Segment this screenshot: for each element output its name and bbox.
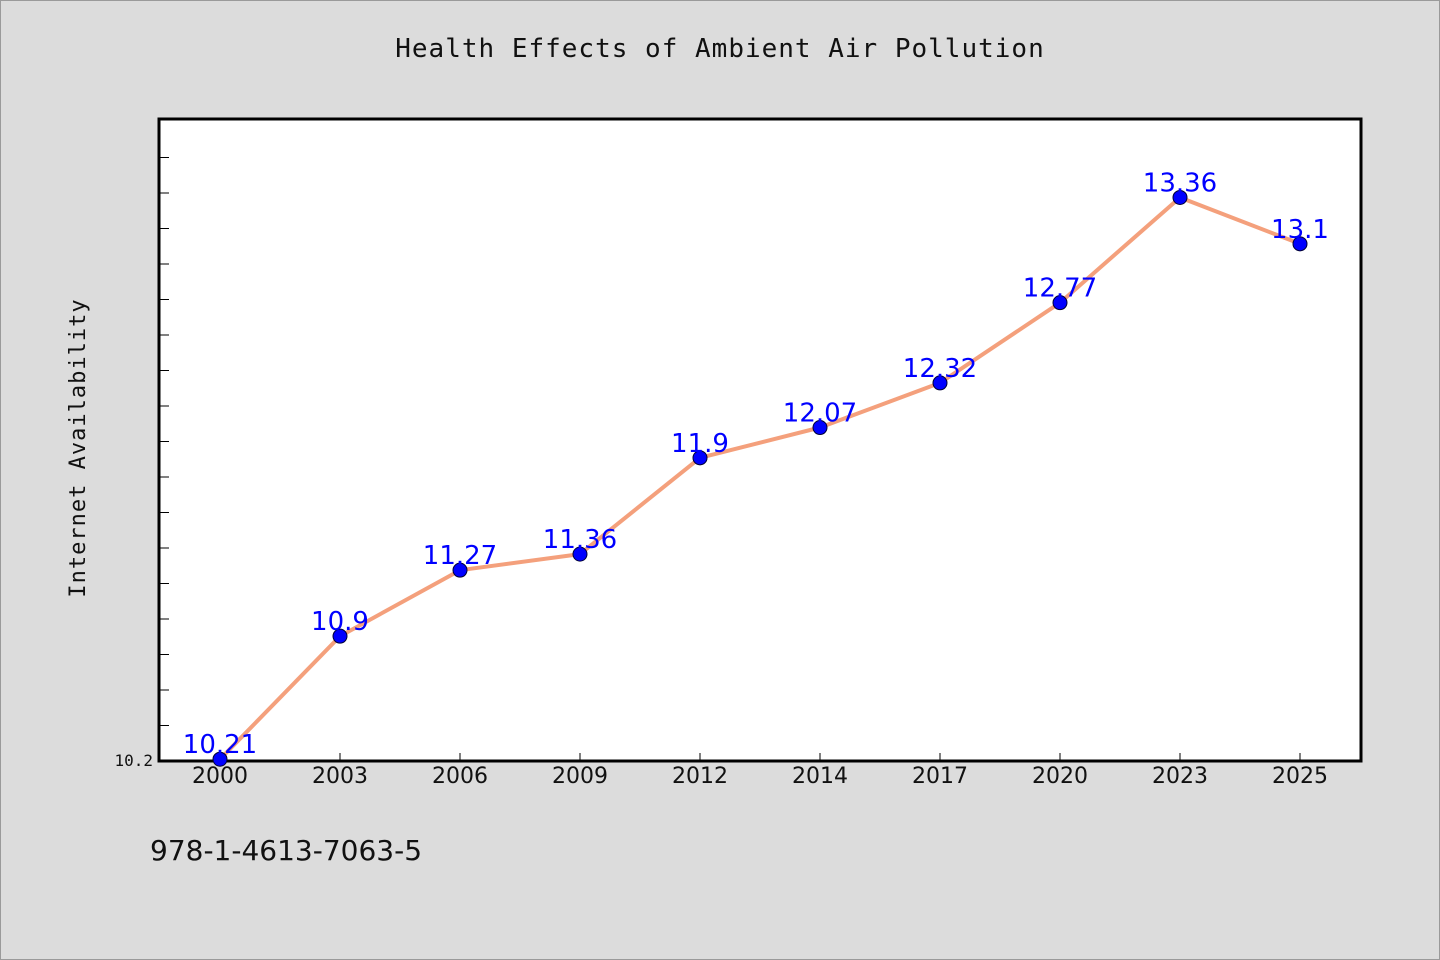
x-tick-label: 2003 — [312, 764, 368, 789]
y-axis-ticks — [159, 157, 169, 762]
series-line — [218, 195, 1301, 761]
data-labels: 10.21 10.9 11.27 11.36 11.9 12.07 12.32 12.77 13… — [183, 168, 1329, 760]
x-tick-label: 2006 — [432, 764, 488, 789]
data-label: 13.36 — [1143, 168, 1217, 198]
data-label: 11.9 — [671, 429, 729, 459]
plot-area — [157, 117, 1363, 763]
data-point — [572, 546, 588, 562]
x-tick-label: 2000 — [192, 764, 248, 789]
data-point — [332, 628, 348, 644]
data-point — [212, 751, 228, 767]
data-point — [1172, 189, 1188, 205]
data-label: 12.32 — [903, 354, 977, 384]
data-label: 12.77 — [1023, 274, 1097, 304]
footer-note: 978-1-4613-7063-5 — [150, 834, 423, 867]
data-point — [452, 562, 468, 578]
data-label: 11.27 — [423, 541, 497, 571]
x-tick-label: 2020 — [1032, 764, 1088, 789]
x-tick-label: 2012 — [672, 764, 728, 789]
series-markers — [212, 189, 1308, 767]
data-point — [692, 450, 708, 466]
x-tick-label: 2009 — [552, 764, 608, 789]
data-point — [1292, 236, 1308, 252]
x-tick-label: 2025 — [1272, 764, 1328, 789]
data-point — [932, 375, 948, 391]
data-point — [1052, 295, 1068, 311]
data-label: 10.21 — [183, 730, 257, 760]
chart-title: Health Effects of Ambient Air Pollution — [395, 34, 1045, 64]
data-label: 12.07 — [783, 399, 857, 429]
x-tick-label: 2017 — [912, 764, 968, 789]
data-label: 13.1 — [1271, 215, 1329, 245]
y-axis-title: Internet Availability — [66, 298, 91, 597]
y-tick-label: 10.2 — [114, 751, 153, 770]
data-label: 11.36 — [543, 525, 617, 555]
data-point — [812, 420, 828, 436]
x-tick-label: 2014 — [792, 764, 848, 789]
x-tick-label: 2023 — [1152, 764, 1208, 789]
data-label: 10.9 — [311, 607, 369, 637]
